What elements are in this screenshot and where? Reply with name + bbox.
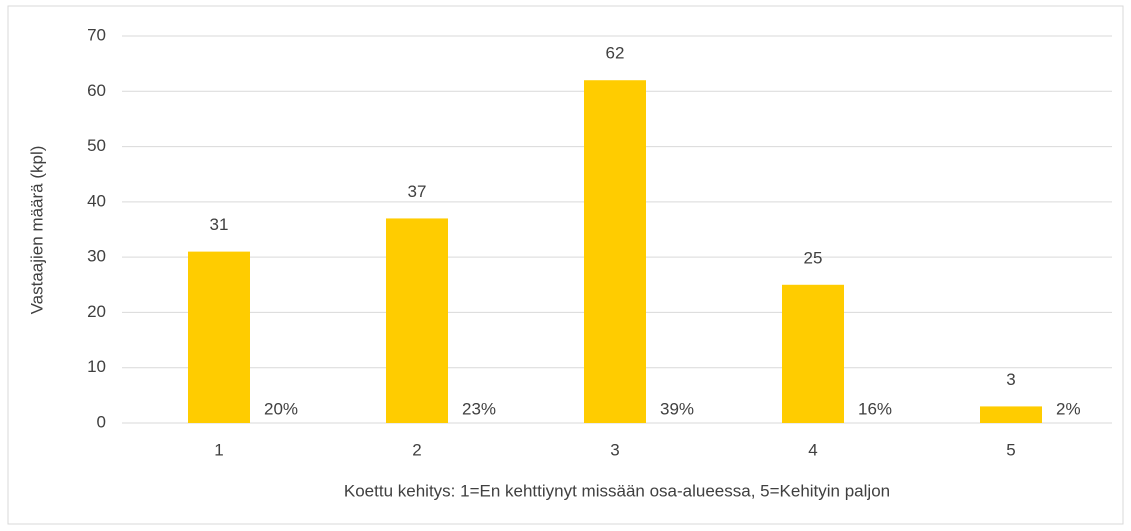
y-tick-label: 0 — [97, 412, 106, 431]
percent-label: 20% — [264, 399, 298, 418]
bar — [782, 284, 844, 423]
y-axis-title: Vastaajien määrä (kpl) — [27, 146, 46, 315]
percent-label: 23% — [462, 399, 496, 418]
y-tick-label: 10 — [87, 357, 106, 376]
x-axis-title: Koettu kehitys: 1=En kehttiynyt missään … — [344, 481, 890, 500]
value-label: 25 — [804, 248, 823, 267]
y-tick-label: 50 — [87, 136, 106, 155]
value-label: 3 — [1006, 370, 1015, 389]
x-tick-label: 2 — [412, 440, 421, 459]
x-tick-label: 3 — [610, 440, 619, 459]
x-tick-label: 1 — [214, 440, 223, 459]
bar — [584, 80, 646, 423]
percent-label: 2% — [1056, 399, 1081, 418]
percent-label: 16% — [858, 399, 892, 418]
chart-frame — [7, 5, 1124, 525]
value-label: 37 — [408, 182, 427, 201]
value-label: 62 — [606, 44, 625, 63]
y-tick-label: 60 — [87, 81, 106, 100]
bar — [386, 218, 448, 423]
y-tick-label: 30 — [87, 247, 106, 266]
y-tick-label: 70 — [87, 25, 106, 44]
bar — [980, 406, 1042, 423]
y-tick-label: 40 — [87, 191, 106, 210]
percent-label: 39% — [660, 399, 694, 418]
x-tick-label: 5 — [1006, 440, 1015, 459]
x-tick-label: 4 — [808, 440, 817, 459]
y-tick-label: 20 — [87, 302, 106, 321]
bar — [188, 251, 250, 423]
value-label: 31 — [210, 215, 229, 234]
